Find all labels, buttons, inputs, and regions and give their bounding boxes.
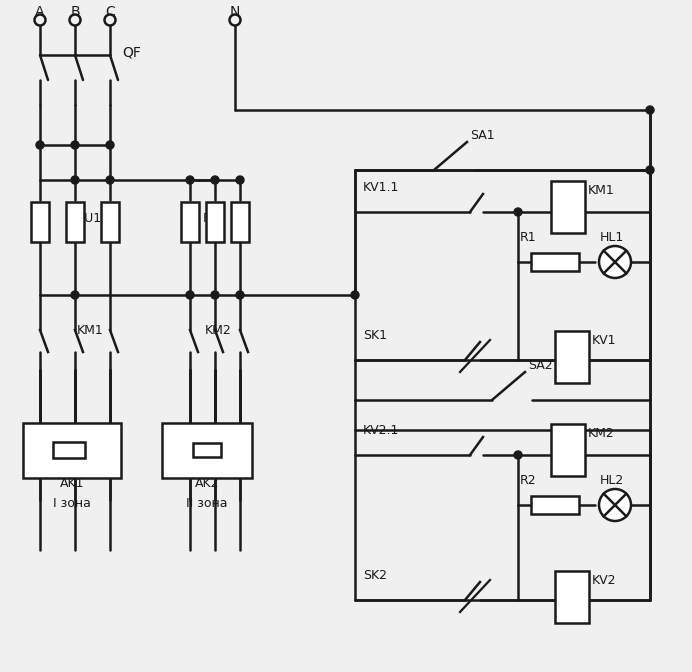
Text: R1: R1 [520,231,536,244]
Circle shape [35,15,46,26]
Bar [551,181,585,233]
Bar [551,424,585,476]
Circle shape [646,166,654,174]
Text: SK1: SK1 [363,329,387,342]
Text: II зона: II зона [186,497,228,510]
Text: R2: R2 [520,474,536,487]
Circle shape [211,291,219,299]
Circle shape [106,141,114,149]
Text: HL1: HL1 [600,231,624,244]
Bar [531,496,579,514]
Text: KV1: KV1 [592,334,617,347]
Bar [66,202,84,242]
Circle shape [36,141,44,149]
Circle shape [71,141,79,149]
Circle shape [71,176,79,184]
Text: AK2: AK2 [194,477,219,490]
Text: FU1: FU1 [78,212,102,225]
Text: KM2: KM2 [588,427,614,440]
Bar [555,331,589,383]
Bar [101,202,119,242]
Bar [23,423,121,478]
Text: SA2: SA2 [528,359,553,372]
Circle shape [106,176,114,184]
Circle shape [514,208,522,216]
Text: KM1: KM1 [588,184,614,197]
Bar [53,442,85,458]
Text: SA1: SA1 [470,129,495,142]
Circle shape [69,15,80,26]
Circle shape [104,15,116,26]
Circle shape [236,291,244,299]
Text: C: C [105,5,115,19]
Text: SK2: SK2 [363,569,387,582]
Circle shape [230,15,241,26]
Circle shape [599,246,631,278]
Text: KM2: KM2 [205,324,231,337]
Text: KV1.1: KV1.1 [363,181,399,194]
Text: KM1: KM1 [77,324,103,337]
Circle shape [186,176,194,184]
Text: HL2: HL2 [600,474,624,487]
Bar [162,423,252,478]
Bar [231,202,249,242]
Circle shape [514,451,522,459]
Circle shape [236,176,244,184]
Text: KV2.1: KV2.1 [363,424,399,437]
Circle shape [599,489,631,521]
Text: B: B [70,5,80,19]
Text: FU2: FU2 [203,212,227,225]
Text: A: A [35,5,45,19]
Circle shape [646,106,654,114]
Bar [555,571,589,623]
Circle shape [211,176,219,184]
Text: AK1: AK1 [60,477,84,490]
Bar [531,253,579,271]
Bar [31,202,49,242]
Text: I зона: I зона [53,497,91,510]
Bar [206,202,224,242]
Text: KV2: KV2 [592,574,617,587]
Circle shape [71,291,79,299]
Circle shape [186,291,194,299]
Text: N: N [230,5,240,19]
Text: QF: QF [122,46,141,60]
Circle shape [351,291,359,299]
Bar [181,202,199,242]
Bar [193,443,221,457]
